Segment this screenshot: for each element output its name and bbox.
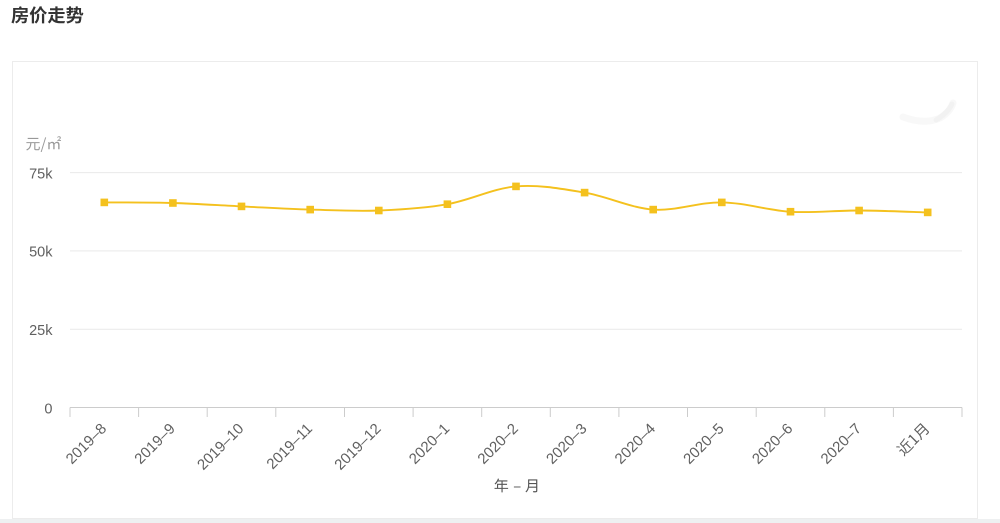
svg-text:0: 0 (44, 401, 52, 417)
svg-text:25k: 25k (29, 323, 53, 339)
svg-text:50k: 50k (29, 245, 53, 261)
svg-text:75k: 75k (29, 166, 53, 182)
